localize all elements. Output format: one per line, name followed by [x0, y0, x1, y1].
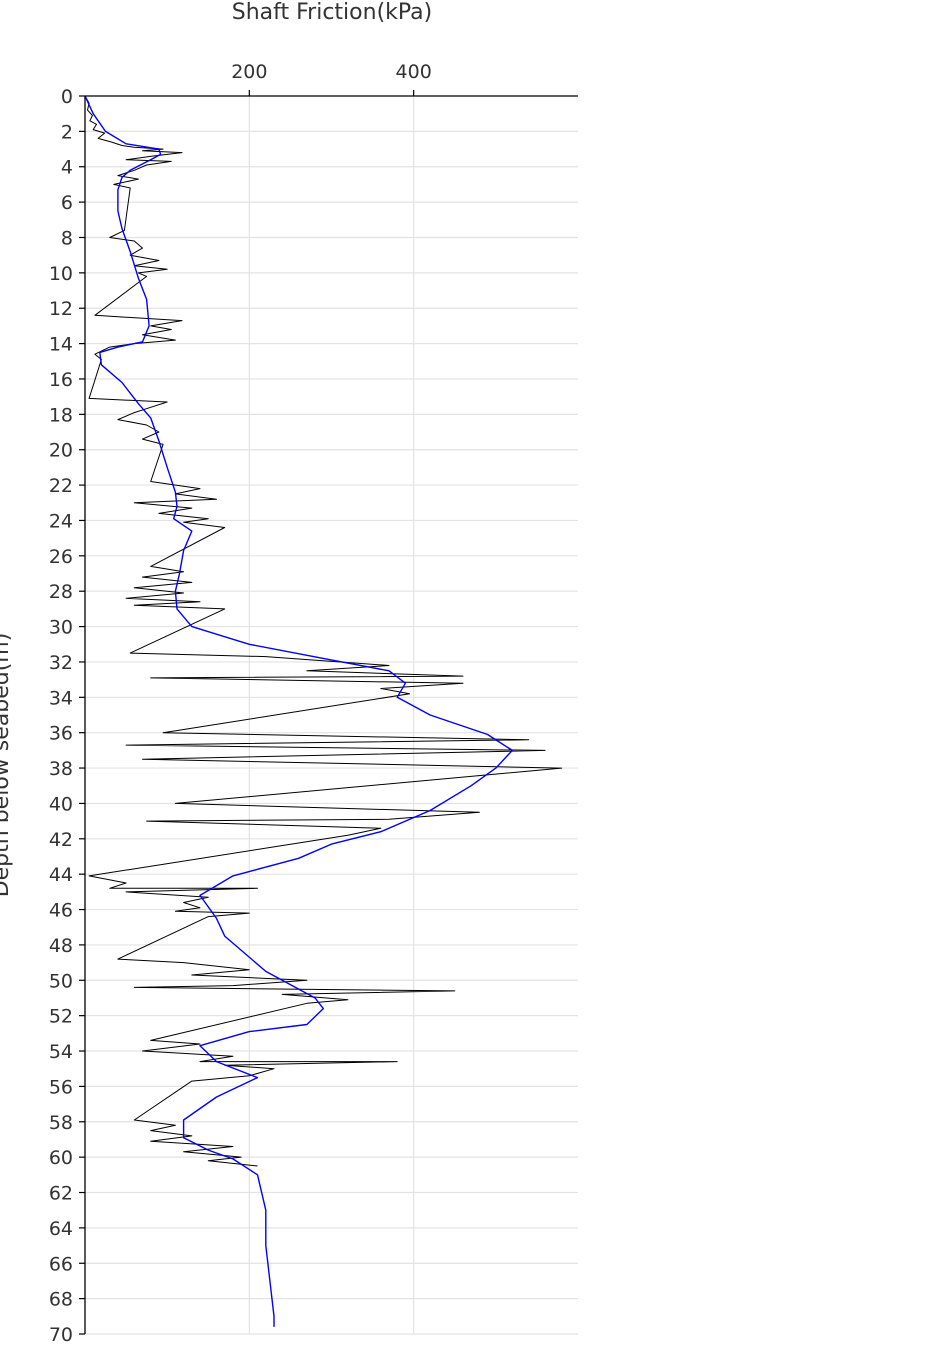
- y-tick-label: 68: [49, 1289, 73, 1311]
- y-tick-label: 56: [49, 1076, 73, 1098]
- grid-lines: [85, 96, 578, 1335]
- y-tick-label: 4: [61, 157, 73, 179]
- y-tick-label: 38: [49, 758, 73, 780]
- y-tick-label: 12: [49, 298, 73, 320]
- y-tick-label: 16: [49, 369, 73, 391]
- y-tick-label: 20: [49, 440, 73, 462]
- y-tick-label: 40: [49, 793, 73, 815]
- y-tick-label: 8: [61, 227, 73, 249]
- y-tick-label: 46: [49, 900, 73, 922]
- y-tick-label: 44: [49, 864, 73, 886]
- y-tick-label: 34: [49, 687, 73, 709]
- y-tick-label: 54: [49, 1041, 73, 1063]
- x-tick-label: 200: [231, 61, 267, 83]
- series-layer: [84, 95, 563, 1327]
- y-tick-label: 50: [49, 970, 73, 992]
- y-tick-label: 60: [49, 1147, 73, 1169]
- y-tick-label: 64: [49, 1218, 73, 1240]
- y-tick-label: 26: [49, 546, 73, 568]
- y-tick-label: 22: [49, 475, 73, 497]
- fitted-friction-line: [84, 95, 513, 1327]
- y-tick-label: 42: [49, 829, 73, 851]
- y-tick-label: 6: [61, 192, 73, 214]
- y-tick-label: 24: [49, 510, 73, 532]
- y-tick-label: 18: [49, 404, 73, 426]
- measured-friction-line: [84, 95, 563, 1167]
- y-tick-label: 36: [49, 723, 73, 745]
- chart-title: Shaft Friction(kPa): [232, 0, 432, 25]
- y-tick-label: 66: [49, 1253, 73, 1275]
- y-tick-label: 2: [61, 121, 73, 143]
- y-tick-label: 32: [49, 652, 73, 674]
- y-axis-title: Depth below seabed(m): [0, 633, 14, 898]
- y-tick-label: 14: [49, 334, 73, 356]
- y-tick-label: 48: [49, 935, 73, 957]
- y-tick-label: 0: [61, 86, 73, 108]
- y-tick-label: 58: [49, 1112, 73, 1134]
- y-tick-label: 10: [49, 263, 73, 285]
- axes: 200 4000246810121416182022242628303234363…: [49, 61, 578, 1346]
- y-tick-label: 70: [49, 1324, 73, 1346]
- y-tick-label: 28: [49, 581, 73, 603]
- x-tick-label: 400: [396, 61, 432, 83]
- y-tick-label: 62: [49, 1183, 73, 1205]
- y-tick-label: 30: [49, 617, 73, 639]
- y-tick-label: 52: [49, 1006, 73, 1028]
